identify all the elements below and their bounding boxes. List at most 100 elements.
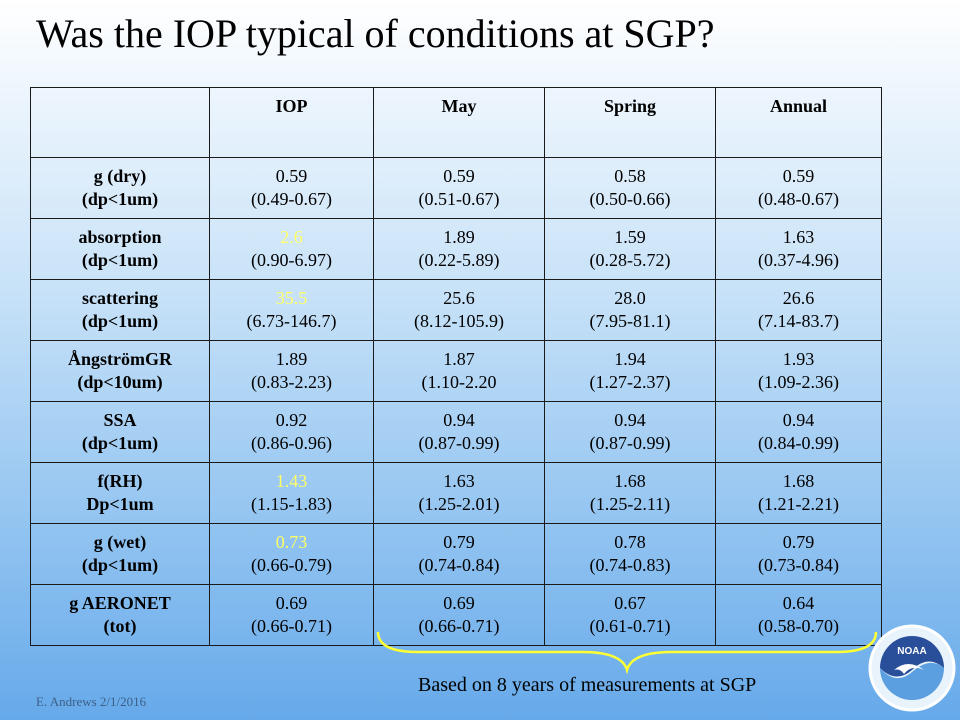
median-value: 1.87 xyxy=(443,349,475,369)
table-body: g (dry) (dp<1um) 0.59 (0.49-0.67) 0.59 (0.51-… xyxy=(30,157,882,646)
parameter-name: SSA xyxy=(103,410,137,430)
value-range: (0.50-0.66) xyxy=(589,189,671,209)
column-header-iop: IOP xyxy=(209,87,374,158)
value-range: (0.58-0.70) xyxy=(758,616,839,636)
parameter-size-cut: Dp<1um xyxy=(86,494,154,514)
cell-spring: 0.94 (0.87-0.99) xyxy=(544,401,716,463)
value-range: (0.74-0.83) xyxy=(589,555,671,575)
cell-iop: 1.43 (1.15-1.83) xyxy=(209,462,374,524)
row-header: g AERONET (tot) xyxy=(30,584,210,646)
value-range: (0.73-0.84) xyxy=(758,555,839,575)
cell-may: 0.94 (0.87-0.99) xyxy=(373,401,545,463)
table-header-row: IOP May Spring Annual xyxy=(30,87,882,158)
value-range: (0.49-0.67) xyxy=(251,189,332,209)
parameter-size-cut: (dp<1um) xyxy=(81,433,159,453)
row-header: scattering (dp<1um) xyxy=(30,279,210,341)
cell-spring: 0.58 (0.50-0.66) xyxy=(544,157,716,219)
median-value: 0.78 xyxy=(614,532,646,552)
median-value: 0.69 xyxy=(275,593,308,613)
median-value: 0.69 xyxy=(443,593,475,613)
parameter-name: g AERONET xyxy=(69,593,171,613)
value-range: (0.51-0.67) xyxy=(418,189,500,209)
median-value: 0.94 xyxy=(782,410,815,430)
median-value: 2.6 xyxy=(280,227,303,247)
cell-annual: 0.79 (0.73-0.84) xyxy=(715,523,882,585)
median-value: 28.0 xyxy=(614,288,646,308)
median-value: 1.94 xyxy=(614,349,646,369)
value-range: (0.74-0.84) xyxy=(418,555,500,575)
value-range: (6.73-146.7) xyxy=(246,311,337,331)
value-range: (0.87-0.99) xyxy=(418,433,500,453)
parameter-name: g (dry) xyxy=(93,166,147,186)
parameter-size-cut: (dp<10um) xyxy=(77,372,163,392)
brace-bracket xyxy=(376,631,878,674)
value-range: (0.66-0.79) xyxy=(251,555,332,575)
median-value: 0.94 xyxy=(614,410,646,430)
cell-spring: 1.94 (1.27-2.37) xyxy=(544,340,716,402)
median-value: 0.67 xyxy=(614,593,646,613)
row-header: absorption (dp<1um) xyxy=(30,218,210,280)
cell-annual: 1.68 (1.21-2.21) xyxy=(715,462,882,524)
median-value: 0.58 xyxy=(614,166,646,186)
table-row: g (dry) (dp<1um) 0.59 (0.49-0.67) 0.59 (0.51-… xyxy=(30,157,882,219)
cell-spring: 28.0 (7.95-81.1) xyxy=(544,279,716,341)
median-value: 0.59 xyxy=(782,166,815,186)
parameter-name: ÅngströmGR xyxy=(68,349,172,369)
column-header-may: May xyxy=(373,87,545,158)
cell-iop: 35.5 (6.73-146.7) xyxy=(209,279,374,341)
cell-may: 25.6 (8.12-105.9) xyxy=(373,279,545,341)
value-range: (0.66-0.71) xyxy=(418,616,500,636)
cell-may: 1.63 (1.25-2.01) xyxy=(373,462,545,524)
value-range: (1.25-2.01) xyxy=(418,494,500,514)
median-value: 0.73 xyxy=(275,532,308,552)
median-value: 1.68 xyxy=(782,471,815,491)
value-range: (0.83-2.23) xyxy=(251,372,332,392)
median-value: 0.79 xyxy=(443,532,475,552)
median-value: 25.6 xyxy=(443,288,475,308)
parameter-name: absorption xyxy=(78,227,162,247)
cell-may: 0.79 (0.74-0.84) xyxy=(373,523,545,585)
value-range: (7.14-83.7) xyxy=(758,311,839,331)
median-value: 1.43 xyxy=(275,471,308,491)
table-row: SSA (dp<1um) 0.92 (0.86-0.96) 0.94 (0.87-0.99… xyxy=(30,401,882,463)
cell-iop: 0.59 (0.49-0.67) xyxy=(209,157,374,219)
median-value: 0.64 xyxy=(782,593,815,613)
value-range: (1.25-2.11) xyxy=(589,494,671,514)
parameter-name: f(RH) xyxy=(97,471,143,491)
cell-iop: 2.6 (0.90-6.97) xyxy=(209,218,374,280)
median-value: 1.93 xyxy=(782,349,815,369)
cell-annual: 0.64 (0.58-0.70) xyxy=(715,584,882,646)
column-header-annual: Annual xyxy=(715,87,882,158)
value-range: (1.15-1.83) xyxy=(251,494,332,514)
median-value: 1.68 xyxy=(614,471,646,491)
table-row: scattering (dp<1um) 35.5 (6.73-146.7) 25.6 (8… xyxy=(30,279,882,341)
value-range: (0.48-0.67) xyxy=(758,189,839,209)
median-value: 0.59 xyxy=(443,166,475,186)
cell-spring: 0.67 (0.61-0.71) xyxy=(544,584,716,646)
value-range: (7.95-81.1) xyxy=(589,311,671,331)
slide-title: Was the IOP typical of conditions at SGP… xyxy=(36,11,715,56)
comparison-table: IOP May Spring Annual g (dry) (dp<1um) 0.5… xyxy=(30,87,882,646)
table-row: f(RH) Dp<1um 1.43 (1.15-1.83) 1.63 (1.25-2.01… xyxy=(30,462,882,524)
author-date-footer: E. Andrews 2/1/2016 xyxy=(36,694,147,709)
median-value: 0.79 xyxy=(782,532,815,552)
median-value: 26.6 xyxy=(782,288,815,308)
table-row: absorption (dp<1um) 2.6 (0.90-6.97) 1.89 (0.2… xyxy=(30,218,882,280)
value-range: (0.87-0.99) xyxy=(589,433,671,453)
cell-spring: 1.59 (0.28-5.72) xyxy=(544,218,716,280)
cell-annual: 1.93 (1.09-2.36) xyxy=(715,340,882,402)
cell-iop: 0.92 (0.86-0.96) xyxy=(209,401,374,463)
table-row: g (wet) (dp<1um) 0.73 (0.66-0.79) 0.79 (0.74-… xyxy=(30,523,882,585)
cell-iop: 0.69 (0.66-0.71) xyxy=(209,584,374,646)
value-range: (1.09-2.36) xyxy=(758,372,839,392)
row-header: g (dry) (dp<1um) xyxy=(30,157,210,219)
row-header: f(RH) Dp<1um xyxy=(30,462,210,524)
row-header: SSA (dp<1um) xyxy=(30,401,210,463)
cell-may: 1.89 (0.22-5.89) xyxy=(373,218,545,280)
cell-annual: 0.59 (0.48-0.67) xyxy=(715,157,882,219)
value-range: (0.84-0.99) xyxy=(758,433,839,453)
parameter-size-cut: (dp<1um) xyxy=(81,555,159,575)
value-range: (1.21-2.21) xyxy=(758,494,839,514)
value-range: (0.86-0.96) xyxy=(251,433,332,453)
noaa-logo: NOAA xyxy=(868,624,956,712)
